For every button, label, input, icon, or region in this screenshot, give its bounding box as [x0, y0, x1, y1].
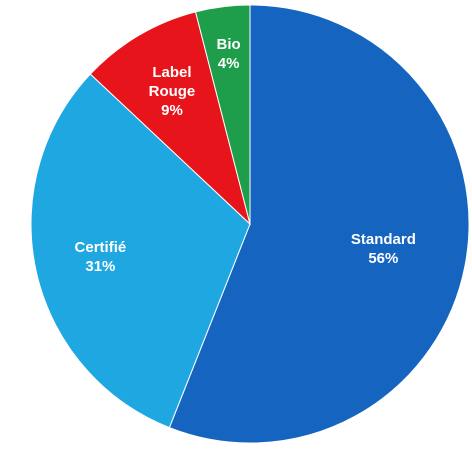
pie-labels: Standard 56% Certifié 31% Label Rouge 9% Bio 4%: [75, 36, 416, 275]
pie-value-label: 9%: [161, 102, 183, 119]
pie-slice-standard: [168, 4, 470, 444]
pie-category-label: Certifié: [75, 239, 127, 256]
pie-label-certifie: Certifié 31%: [75, 239, 127, 275]
pie-value-label: 56%: [368, 250, 398, 267]
pie-value-label: 4%: [218, 55, 240, 72]
pie-slice-certifie: [30, 73, 251, 429]
pie-category-label: Rouge: [149, 83, 196, 100]
pie-category-label: Standard: [351, 231, 416, 248]
pie-value-label: 31%: [85, 258, 115, 275]
pie-label-bio: Bio 4%: [217, 36, 241, 72]
pie-category-label: Label: [152, 64, 191, 81]
pie-category-label: Bio: [217, 36, 241, 53]
pie-label-standard: Standard 56%: [351, 231, 416, 267]
pie-slice-label-rouge: [89, 11, 251, 226]
pie-slices: [30, 4, 470, 444]
pie-label-label-rouge: Label Rouge 9%: [149, 64, 196, 119]
pie-slice-bio: [194, 4, 251, 225]
